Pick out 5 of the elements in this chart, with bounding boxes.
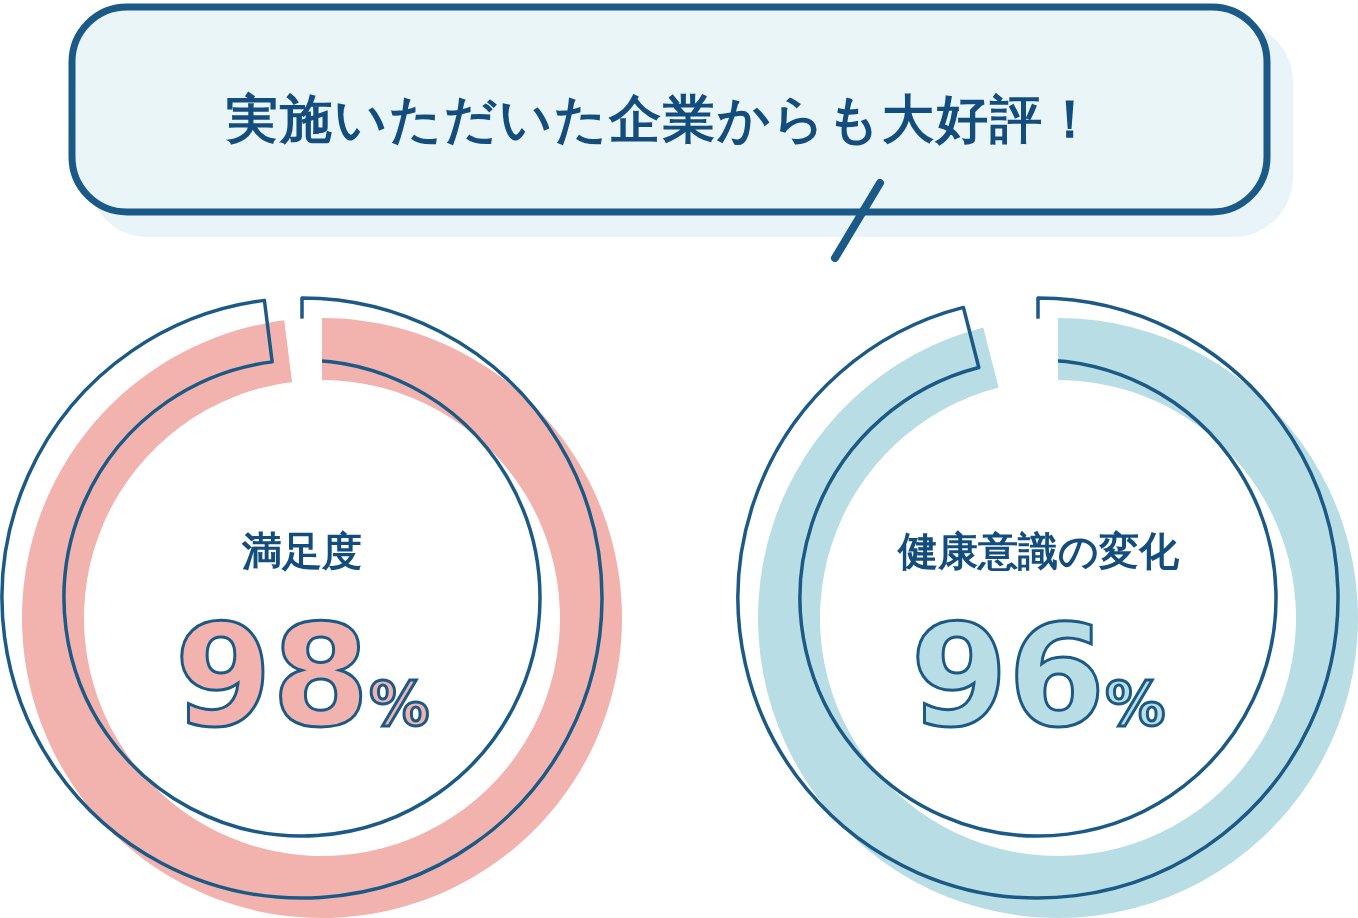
text: 満足度	[241, 528, 362, 574]
text: 実施いただいた企業からも大好評！	[225, 89, 1098, 149]
data-label: 98%	[174, 595, 430, 758]
data-label: 96%	[910, 595, 1166, 758]
text: 健康意識の変化	[895, 528, 1180, 574]
